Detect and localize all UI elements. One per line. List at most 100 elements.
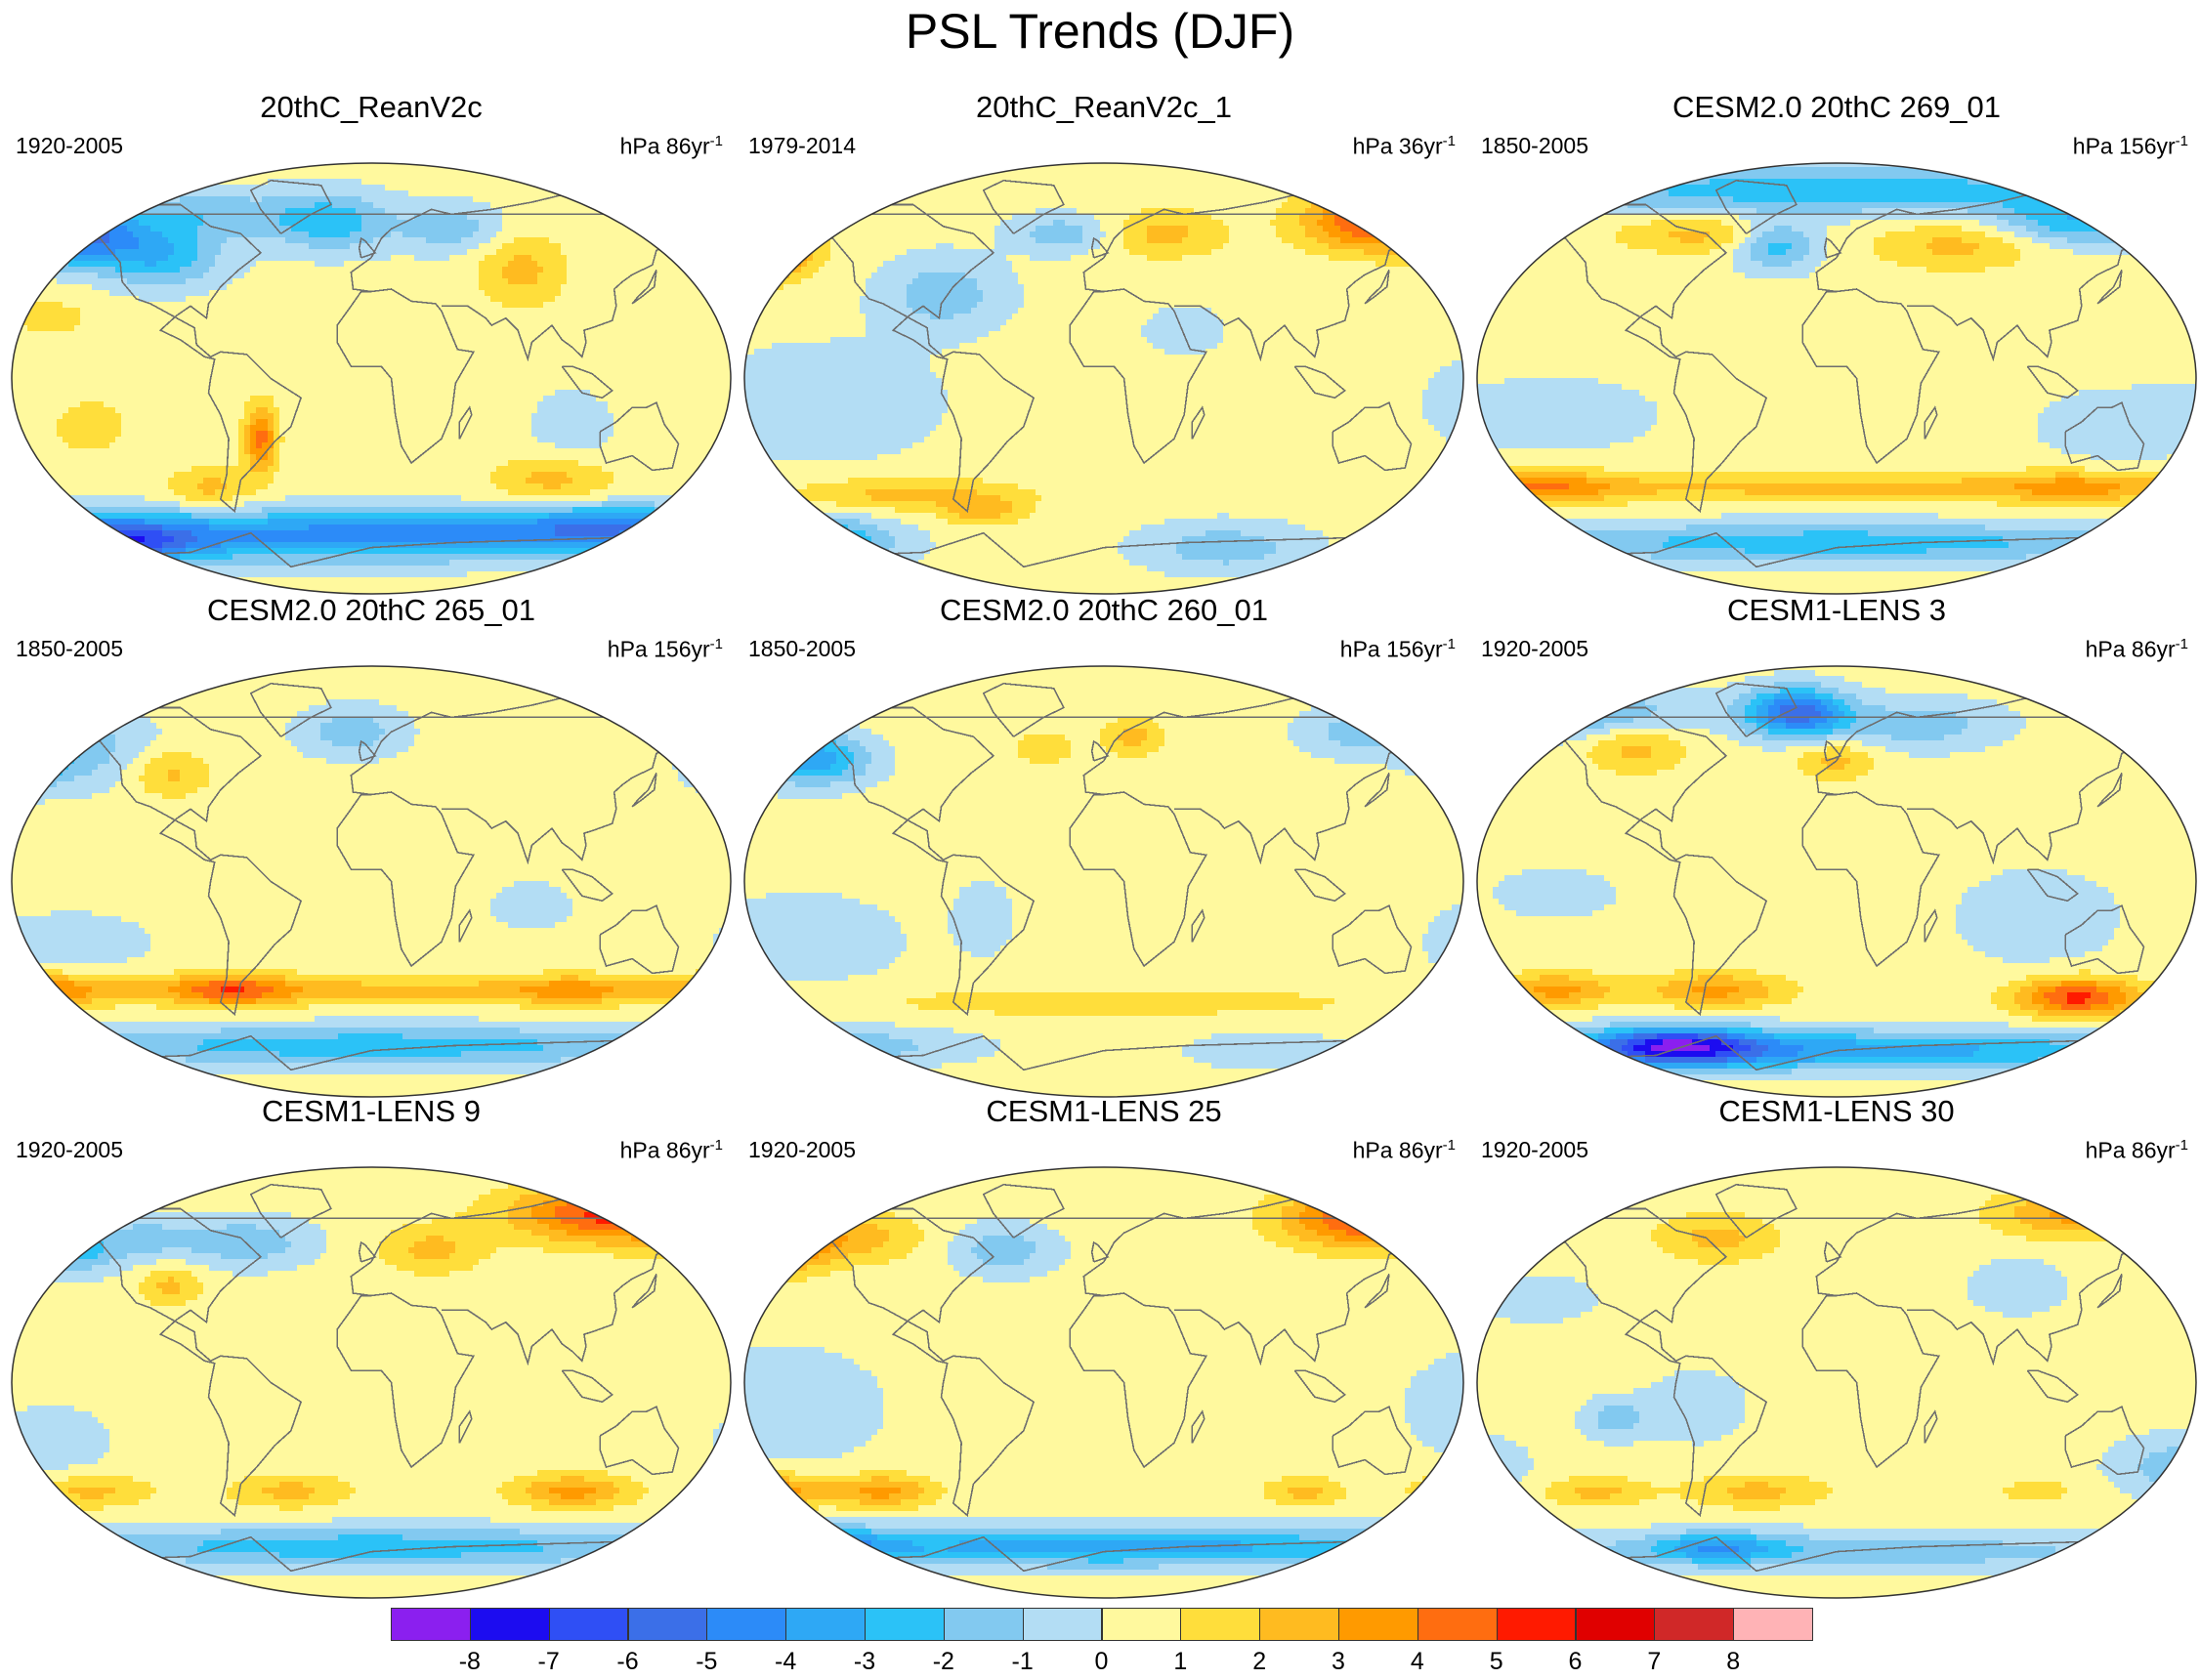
colorbar-tick-label: 1 [1151,1647,1209,1676]
map-panel: CESM1-LENS 30 1920-2005 hPa 86yr-1 [1475,1092,2198,1600]
panel-units-exponent: -1 [710,1137,723,1154]
colorbar-swatch [944,1608,1024,1641]
colorbar-tick-label: 2 [1230,1647,1289,1676]
panel-period: 1920-2005 [16,1135,123,1164]
colorbar-swatch [865,1608,945,1641]
trend-map [1475,664,2198,1099]
trend-map [10,664,733,1099]
colorbar-swatch [1576,1608,1656,1641]
trend-field [10,664,733,1099]
map-panel: CESM1-LENS 9 1920-2005 hPa 86yr-1 [10,1092,733,1600]
colorbar-swatch [1102,1608,1182,1641]
map-panel: CESM1-LENS 25 1920-2005 hPa 86yr-1 [742,1092,1465,1600]
panel-units-text: hPa 156yr [608,637,710,662]
colorbar-swatch [1654,1608,1734,1641]
colorbar: -8 -7 -6 -5 -4 -3 -2 -1 0 1 2 3 4 5 6 7 8 [391,1608,1812,1680]
panel-title: 20thC_ReanV2c [10,88,733,127]
colorbar-tick-label: -1 [994,1647,1052,1676]
colorbar-tick-label: 8 [1704,1647,1762,1676]
panel-units-text: hPa 86yr [1353,1138,1443,1163]
panel-title: CESM1-LENS 3 [1475,591,2198,630]
panel-title: CESM2.0 20thC 260_01 [742,591,1465,630]
trend-map [742,161,1465,596]
colorbar-swatch [470,1608,550,1641]
trend-map [1475,1165,2198,1600]
panel-units-exponent: -1 [710,636,723,652]
panel-units: hPa 36yr-1 [1353,127,1456,161]
panel-title: CESM1-LENS 30 [1475,1092,2198,1131]
colorbar-tick-label: -2 [914,1647,973,1676]
map-panel: CESM2.0 20thC 269_01 1850-2005 hPa 156yr-1 [1475,88,2198,596]
panel-period: 1979-2014 [748,131,856,160]
colorbar-tick-label: -3 [835,1647,894,1676]
colorbar-tick-label: 4 [1388,1647,1447,1676]
trend-map [1475,161,2198,596]
panel-period: 1920-2005 [1481,1135,1588,1164]
map-panel: CESM2.0 20thC 260_01 1850-2005 hPa 156yr-1 [742,591,1465,1099]
trend-field [742,1165,1465,1600]
panel-units-exponent: -1 [1443,133,1456,149]
panel-period: 1920-2005 [1481,634,1588,663]
colorbar-tick-label: -7 [520,1647,578,1676]
panel-units-text: hPa 86yr [620,1138,710,1163]
colorbar-swatch [1180,1608,1260,1641]
colorbar-tick-label: 3 [1309,1647,1368,1676]
trend-field [1475,1165,2198,1600]
panel-period: 1920-2005 [16,131,123,160]
panel-title: CESM2.0 20thC 265_01 [10,591,733,630]
colorbar-tick-label: 7 [1625,1647,1683,1676]
panel-period: 1850-2005 [16,634,123,663]
trend-field [742,664,1465,1099]
map-panel: 20thC_ReanV2c 1920-2005 hPa 86yr-1 [10,88,733,596]
colorbar-swatch [1417,1608,1498,1641]
colorbar-swatch [785,1608,866,1641]
trend-map [742,1165,1465,1600]
colorbar-swatch [1733,1608,1813,1641]
panel-units: hPa 86yr-1 [2086,1131,2188,1165]
colorbar-swatch [1497,1608,1577,1641]
colorbar-tick-label: -5 [677,1647,736,1676]
panel-units: hPa 156yr-1 [608,630,723,664]
panel-units: hPa 86yr-1 [2086,630,2188,664]
colorbar-swatch [391,1608,471,1641]
panel-units: hPa 156yr-1 [1340,630,1456,664]
panel-units-text: hPa 36yr [1353,134,1443,159]
colorbar-tick-label: 6 [1546,1647,1605,1676]
colorbar-tick-label: 0 [1073,1647,1131,1676]
trend-field [742,161,1465,596]
colorbar-tick-label: -8 [441,1647,499,1676]
panel-period: 1850-2005 [1481,131,1588,160]
panel-units-text: hPa 156yr [1340,637,1443,662]
trend-field [1475,664,2198,1099]
trend-map [742,664,1465,1099]
panel-units-text: hPa 156yr [2073,134,2176,159]
panel-title: CESM1-LENS 25 [742,1092,1465,1131]
trend-field [10,1165,733,1600]
colorbar-swatch [1023,1608,1103,1641]
panel-units-exponent: -1 [1443,636,1456,652]
colorbar-tick-label: 5 [1467,1647,1526,1676]
map-panel: 20thC_ReanV2c_1 1979-2014 hPa 36yr-1 [742,88,1465,596]
panel-units-text: hPa 86yr [2086,1138,2176,1163]
colorbar-swatch [628,1608,708,1641]
map-panel: CESM2.0 20thC 265_01 1850-2005 hPa 156yr-1 [10,591,733,1099]
colorbar-tick-label: -4 [756,1647,815,1676]
panel-units: hPa 86yr-1 [620,1131,723,1165]
panel-units-exponent: -1 [2176,133,2188,149]
panel-period: 1850-2005 [748,634,856,663]
panel-units: hPa 86yr-1 [1353,1131,1456,1165]
panel-units: hPa 156yr-1 [2073,127,2188,161]
panel-title: CESM1-LENS 9 [10,1092,733,1131]
panel-title: 20thC_ReanV2c_1 [742,88,1465,127]
map-panel: CESM1-LENS 3 1920-2005 hPa 86yr-1 [1475,591,2198,1099]
panel-units-exponent: -1 [2176,1137,2188,1154]
panel-units-exponent: -1 [710,133,723,149]
trend-map [10,1165,733,1600]
panel-units-exponent: -1 [2176,636,2188,652]
colorbar-swatch [1338,1608,1418,1641]
trend-field [1475,161,2198,596]
panel-units: hPa 86yr-1 [620,127,723,161]
panel-units-text: hPa 86yr [2086,637,2176,662]
colorbar-tick-label: -6 [599,1647,657,1676]
